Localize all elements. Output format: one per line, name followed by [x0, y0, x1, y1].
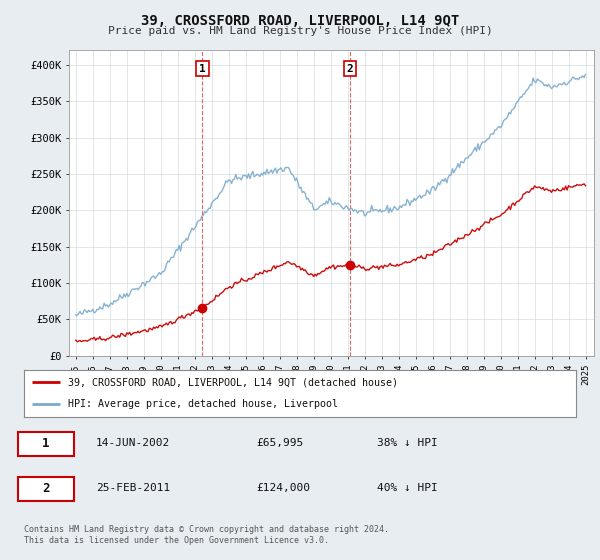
Text: 38% ↓ HPI: 38% ↓ HPI — [377, 438, 438, 449]
Text: £65,995: £65,995 — [256, 438, 303, 449]
FancyBboxPatch shape — [19, 432, 74, 456]
Text: HPI: Average price, detached house, Liverpool: HPI: Average price, detached house, Live… — [68, 399, 338, 409]
Text: Contains HM Land Registry data © Crown copyright and database right 2024.
This d: Contains HM Land Registry data © Crown c… — [24, 525, 389, 545]
Text: 40% ↓ HPI: 40% ↓ HPI — [377, 483, 438, 493]
Text: 1: 1 — [43, 437, 50, 450]
Text: 39, CROSSFORD ROAD, LIVERPOOL, L14 9QT (detached house): 39, CROSSFORD ROAD, LIVERPOOL, L14 9QT (… — [68, 377, 398, 388]
Text: 25-FEB-2011: 25-FEB-2011 — [96, 483, 170, 493]
Text: 39, CROSSFORD ROAD, LIVERPOOL, L14 9QT: 39, CROSSFORD ROAD, LIVERPOOL, L14 9QT — [141, 14, 459, 28]
Text: 14-JUN-2002: 14-JUN-2002 — [96, 438, 170, 449]
Text: 1: 1 — [199, 64, 206, 73]
Text: Price paid vs. HM Land Registry's House Price Index (HPI): Price paid vs. HM Land Registry's House … — [107, 26, 493, 36]
FancyBboxPatch shape — [19, 477, 74, 501]
Text: 2: 2 — [347, 64, 353, 73]
Text: £124,000: £124,000 — [256, 483, 310, 493]
Text: 2: 2 — [43, 482, 50, 494]
